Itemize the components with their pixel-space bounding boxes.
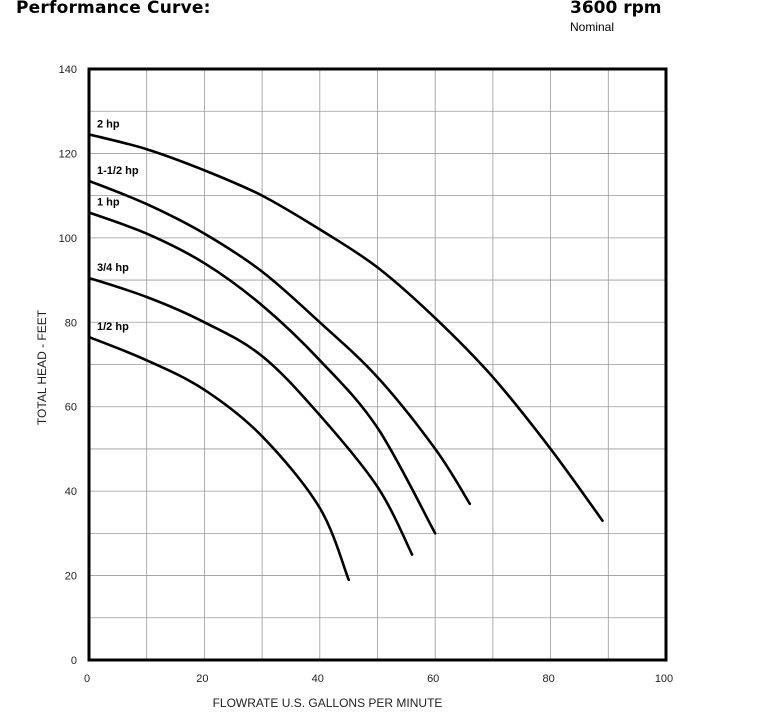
- series-curve: [87, 335, 350, 582]
- x-tick-label: 0: [84, 673, 90, 685]
- x-tick-label: 100: [655, 673, 673, 685]
- series-label: 2 hp: [97, 118, 120, 130]
- series-curve: [87, 276, 414, 556]
- y-tick-label: 20: [65, 571, 77, 583]
- series-curve: [87, 211, 437, 535]
- x-tick-label: 80: [542, 673, 554, 685]
- x-tick-label: 20: [196, 673, 208, 685]
- x-tick-label: 40: [312, 673, 324, 685]
- y-tick-label: 60: [65, 402, 77, 414]
- y-axis-label: TOTAL HEAD - FEET: [35, 309, 49, 425]
- y-axis-ticks: 0 20 40 60 80 100 120 140: [59, 64, 77, 667]
- x-tick-label: 60: [427, 673, 439, 685]
- series-labels: 2 hp 1-1/2 hp 1 hp 3/4 hp 1/2 hp: [97, 118, 139, 333]
- y-tick-label: 100: [59, 233, 77, 245]
- chart-title: Performance Curve:: [16, 0, 211, 18]
- speed-label: 3600 rpm: [570, 0, 662, 18]
- y-tick-label: 140: [59, 64, 77, 76]
- speed-note: Nominal: [570, 20, 615, 34]
- grid-lines: [89, 69, 666, 660]
- y-tick-label: 0: [71, 655, 77, 667]
- y-tick-label: 40: [65, 486, 77, 498]
- y-tick-label: 120: [59, 148, 77, 160]
- series-label: 1-1/2 hp: [97, 165, 139, 177]
- y-tick-label: 80: [65, 317, 77, 329]
- x-axis-ticks: 0 20 40 60 80 100: [84, 673, 673, 685]
- series-label: 3/4 hp: [97, 262, 129, 274]
- series-label: 1/2 hp: [97, 321, 129, 333]
- x-axis-label: FLOWRATE U.S. GALLONS PER MINUTE: [213, 696, 443, 710]
- series-curves: [87, 133, 604, 582]
- series-curve: [87, 179, 472, 506]
- plot-frame: [87, 67, 668, 662]
- series-curve: [87, 133, 604, 522]
- series-label: 1 hp: [97, 197, 120, 209]
